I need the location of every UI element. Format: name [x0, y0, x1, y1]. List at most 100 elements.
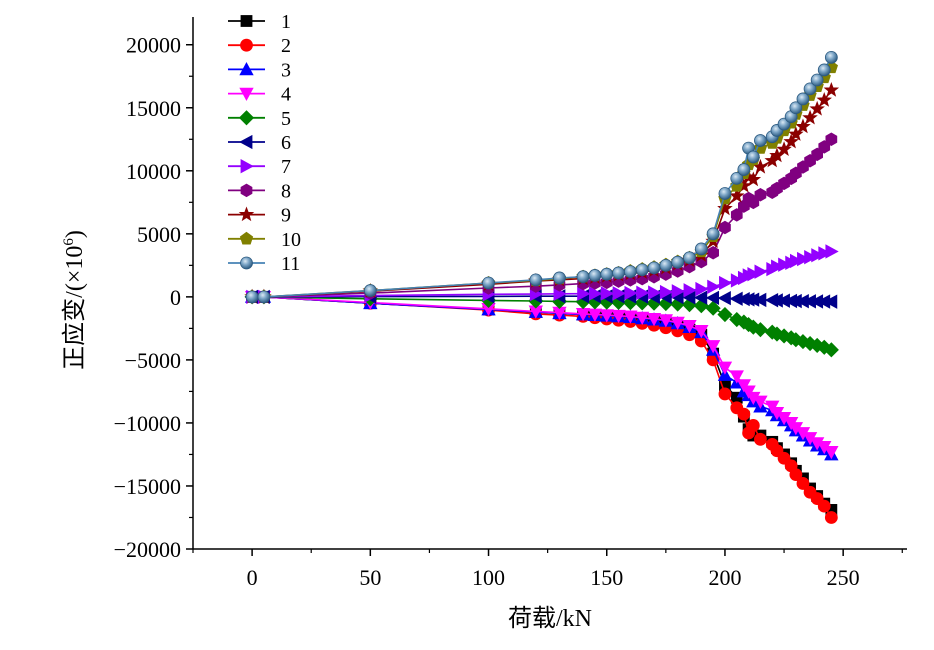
data-point	[824, 294, 838, 309]
legend-item: 10	[228, 229, 301, 251]
data-point	[825, 244, 839, 259]
data-point	[717, 200, 733, 216]
data-point	[789, 253, 804, 269]
data-point	[363, 284, 377, 297]
data-point	[817, 499, 831, 513]
data-point	[238, 206, 255, 222]
legend-label: 6	[281, 132, 291, 154]
data-point	[802, 109, 818, 125]
data-point	[683, 251, 696, 265]
data-point	[824, 446, 839, 460]
data-point	[718, 187, 732, 200]
data-point	[825, 132, 838, 147]
data-point	[589, 286, 603, 301]
data-point	[624, 285, 638, 301]
legend-item: 9	[228, 205, 291, 227]
data-point	[611, 309, 626, 324]
legend-item: 1	[228, 11, 291, 33]
data-point	[754, 187, 767, 202]
y-axis-title-suffix: )	[62, 230, 88, 238]
data-point	[788, 126, 804, 141]
data-point	[695, 281, 709, 297]
legend-item: 11	[228, 253, 300, 275]
data-point	[717, 306, 733, 323]
data-point	[817, 63, 831, 77]
data-point	[746, 150, 760, 164]
data-point	[623, 265, 637, 279]
data-point	[729, 187, 745, 203]
x-tick-label: 100	[472, 565, 505, 590]
data-point	[577, 286, 591, 301]
legend-item: 2	[228, 35, 291, 57]
data-point	[771, 259, 785, 274]
data-point	[588, 269, 602, 282]
y-axis-title-sup: 6	[61, 238, 77, 246]
data-point	[754, 264, 768, 279]
data-point	[238, 110, 255, 126]
data-point	[240, 256, 253, 270]
y-tick-label: 15000	[126, 96, 181, 121]
y-tick-label: 20000	[126, 33, 181, 58]
data-point	[658, 314, 674, 328]
legend-label: 5	[281, 108, 291, 130]
data-point	[718, 387, 732, 401]
data-point	[729, 370, 744, 384]
data-point	[811, 248, 825, 263]
x-tick-label: 0	[247, 565, 258, 590]
data-point	[804, 249, 818, 265]
data-point	[239, 134, 253, 150]
data-point	[823, 81, 840, 97]
y-tick-label: 0	[170, 285, 181, 310]
data-point	[623, 310, 638, 324]
series-line	[252, 296, 832, 518]
data-point	[816, 92, 832, 107]
data-point	[636, 285, 650, 301]
y-axis-title-prefix: 正应变/(×10	[61, 246, 88, 370]
legend-label: 4	[281, 84, 291, 106]
data-point	[705, 300, 721, 316]
legend-item: 8	[228, 180, 291, 202]
x-tick-label: 250	[827, 565, 860, 590]
legend-item: 3	[228, 59, 291, 81]
data-point	[647, 261, 661, 275]
data-point	[824, 50, 838, 64]
data-point	[694, 325, 709, 339]
data-point	[824, 511, 838, 524]
data-point	[719, 220, 731, 235]
data-point	[646, 313, 662, 327]
data-point	[789, 468, 803, 482]
data-point	[682, 319, 697, 334]
data-point	[670, 316, 685, 331]
data-point	[635, 311, 650, 326]
data-point	[737, 407, 751, 421]
data-point	[648, 285, 662, 300]
data-point	[717, 290, 731, 306]
series-11	[245, 50, 838, 304]
x-tick-label: 50	[359, 565, 381, 590]
data-point	[803, 82, 817, 96]
data-point	[635, 263, 649, 277]
data-point	[240, 159, 254, 174]
data-point	[612, 286, 626, 301]
data-point	[796, 92, 810, 106]
data-point	[553, 271, 566, 285]
data-point	[809, 100, 825, 116]
y-axis-title: 正应变/(×106)	[61, 230, 88, 370]
legend-label: 2	[281, 35, 291, 57]
data-point	[576, 270, 590, 284]
x-tick-label: 150	[590, 565, 623, 590]
data-point	[719, 275, 733, 291]
data-point	[730, 171, 744, 185]
data-point	[671, 284, 686, 299]
legend-label: 8	[281, 180, 291, 202]
y-tick-label: −5000	[125, 348, 181, 373]
data-point	[659, 284, 674, 300]
data-point	[239, 231, 254, 245]
axes: −20000−15000−10000−500005000100001500020…	[114, 17, 907, 590]
y-tick-label: −10000	[114, 411, 181, 436]
legend-item: 4	[228, 84, 291, 106]
series-group	[244, 50, 840, 524]
x-tick-label: 200	[708, 565, 741, 590]
data-point	[240, 183, 253, 198]
y-tick-label: 5000	[137, 222, 181, 247]
